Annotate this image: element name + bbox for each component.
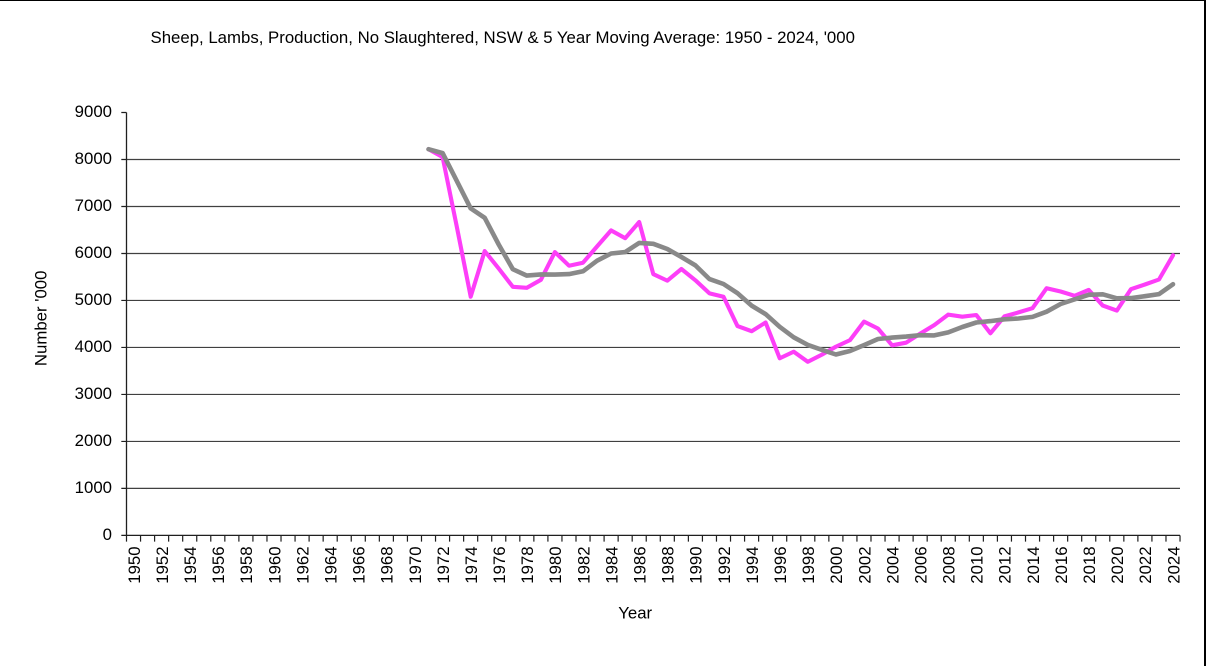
svg-text:8000: 8000: [75, 149, 112, 168]
svg-text:1996: 1996: [771, 546, 790, 583]
svg-text:2004: 2004: [883, 546, 902, 583]
svg-text:1964: 1964: [322, 546, 341, 583]
svg-text:2014: 2014: [1024, 546, 1043, 583]
svg-text:2000: 2000: [827, 546, 846, 583]
svg-text:2008: 2008: [940, 546, 959, 583]
svg-text:3000: 3000: [75, 384, 112, 403]
svg-text:1980: 1980: [546, 546, 565, 583]
svg-text:2024: 2024: [1164, 546, 1183, 583]
svg-text:1950: 1950: [125, 546, 144, 583]
svg-text:2002: 2002: [855, 546, 874, 583]
svg-text:1992: 1992: [715, 546, 734, 583]
svg-text:1994: 1994: [743, 546, 762, 583]
svg-text:1990: 1990: [687, 546, 706, 583]
svg-text:9000: 9000: [75, 102, 112, 121]
svg-text:2022: 2022: [1136, 546, 1155, 583]
svg-text:Number '000: Number '000: [32, 271, 51, 367]
svg-text:2010: 2010: [968, 546, 987, 583]
svg-text:2018: 2018: [1080, 546, 1099, 583]
svg-text:2016: 2016: [1052, 546, 1071, 583]
svg-text:1974: 1974: [462, 546, 481, 583]
svg-text:1958: 1958: [237, 546, 256, 583]
svg-text:7000: 7000: [75, 196, 112, 215]
svg-text:1988: 1988: [659, 546, 678, 583]
svg-text:1000: 1000: [75, 478, 112, 497]
svg-text:1966: 1966: [350, 546, 369, 583]
svg-text:6000: 6000: [75, 243, 112, 262]
svg-text:1962: 1962: [293, 546, 312, 583]
svg-text:1986: 1986: [631, 546, 650, 583]
svg-text:1984: 1984: [602, 546, 621, 583]
svg-text:0: 0: [103, 525, 112, 544]
svg-text:2012: 2012: [996, 546, 1015, 583]
svg-text:1982: 1982: [574, 546, 593, 583]
svg-text:1954: 1954: [181, 546, 200, 583]
svg-text:1998: 1998: [799, 546, 818, 583]
svg-text:Sheep, Lambs, Production, No S: Sheep, Lambs, Production, No Slaughtered…: [151, 28, 855, 47]
svg-text:2000: 2000: [75, 431, 112, 450]
svg-text:1970: 1970: [406, 546, 425, 583]
svg-text:1976: 1976: [490, 546, 509, 583]
svg-text:Year: Year: [618, 604, 652, 623]
svg-text:1978: 1978: [518, 546, 537, 583]
svg-text:1972: 1972: [434, 546, 453, 583]
svg-text:1960: 1960: [265, 546, 284, 583]
svg-text:2020: 2020: [1108, 546, 1127, 583]
svg-text:1952: 1952: [153, 546, 172, 583]
svg-text:2006: 2006: [912, 546, 931, 583]
svg-text:5000: 5000: [75, 290, 112, 309]
svg-text:1968: 1968: [378, 546, 397, 583]
svg-text:4000: 4000: [75, 337, 112, 356]
svg-text:1956: 1956: [209, 546, 228, 583]
